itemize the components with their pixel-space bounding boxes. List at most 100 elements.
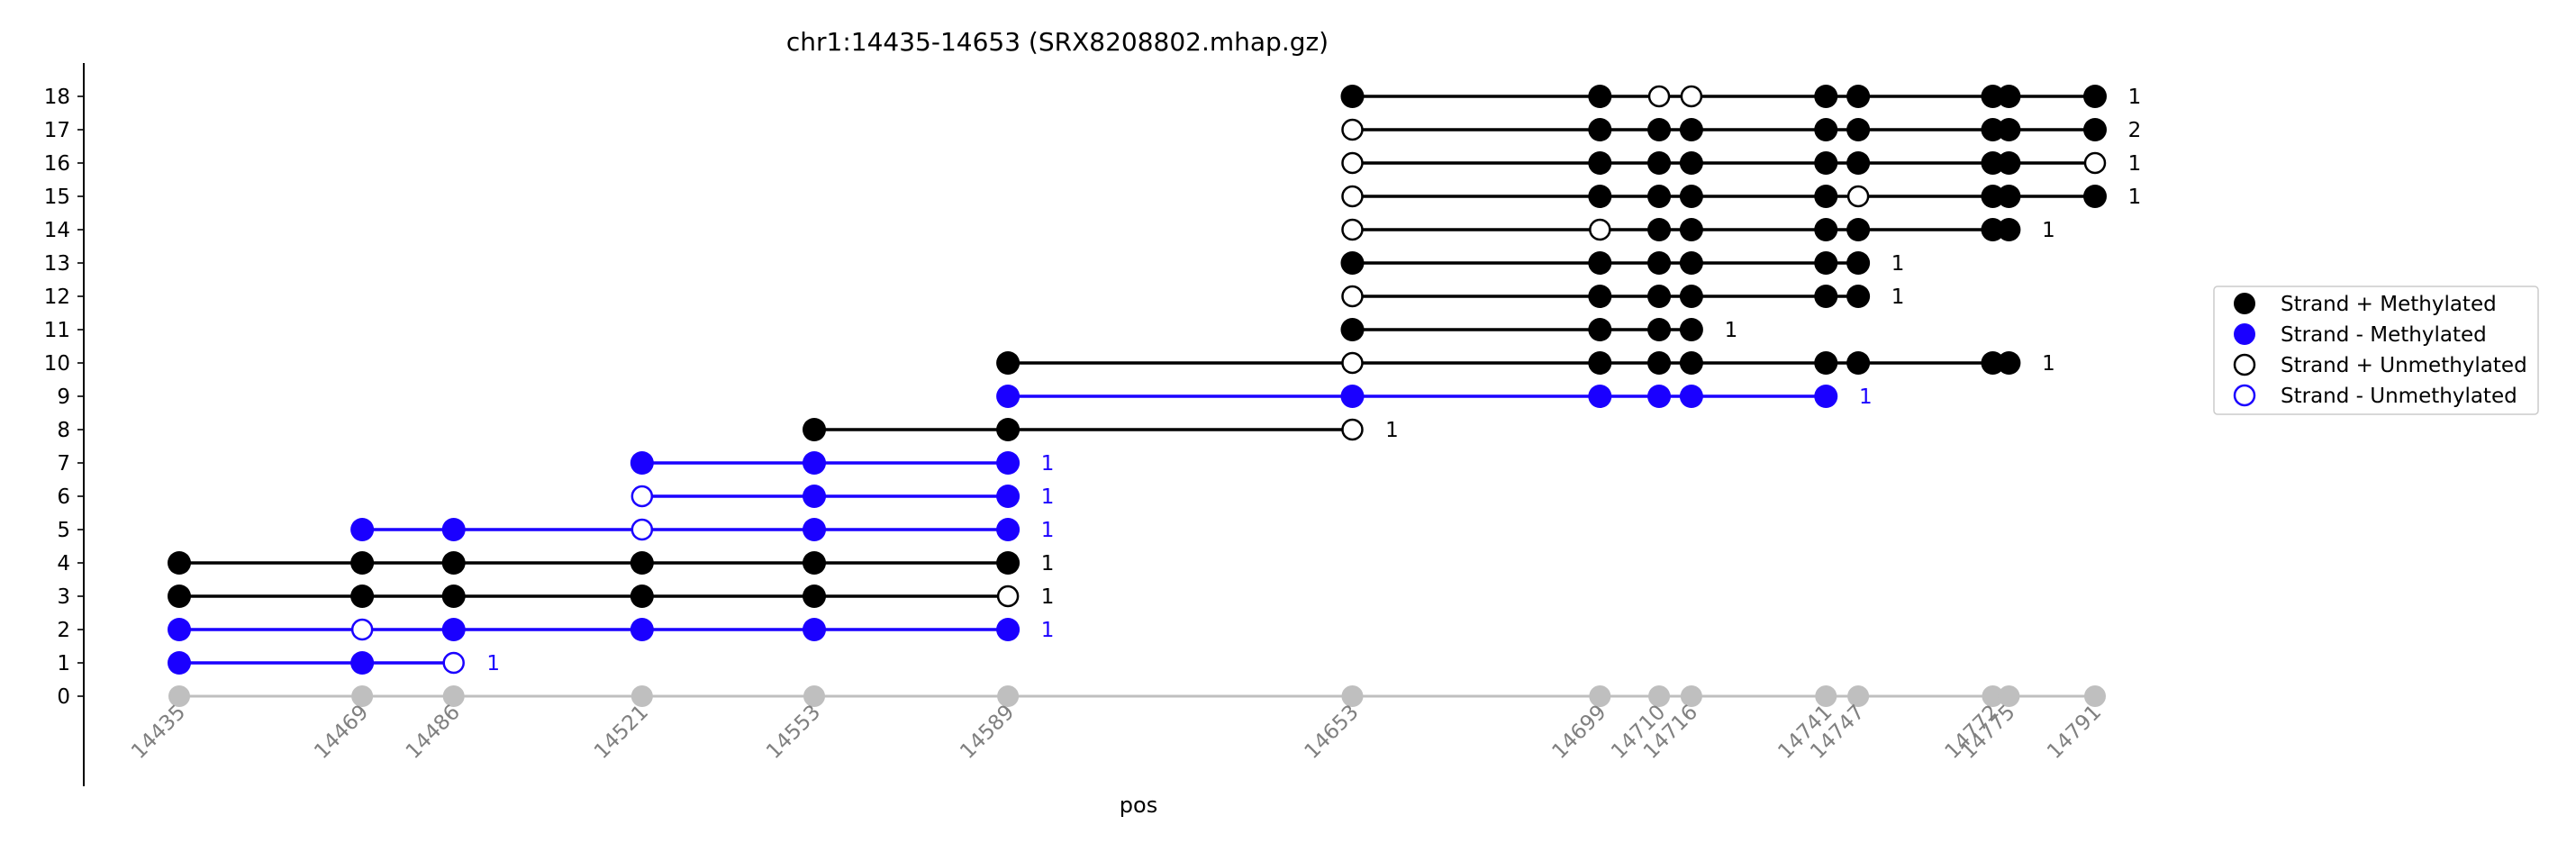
reference-site-marker [997, 685, 1020, 707]
read-row: 1 [168, 618, 1054, 642]
methylated-site-marker [996, 551, 1020, 575]
methylated-site-marker [1647, 251, 1672, 275]
unmethylated-site-marker [1680, 85, 1703, 108]
methylated-site-marker [1588, 351, 1612, 375]
legend-marker [2233, 353, 2256, 376]
unmethylated-site-marker [1846, 185, 1870, 208]
read-count-label: 1 [1891, 252, 1905, 276]
methylated-site-marker [1647, 351, 1672, 375]
unmethylated-site-marker [1341, 185, 1364, 208]
methylated-site-marker [1846, 118, 1871, 141]
y-tick-label: 11 [44, 319, 70, 342]
reference-row [168, 685, 2106, 707]
reference-site-marker [1847, 685, 1870, 707]
reference-site-marker [1680, 685, 1702, 707]
y-tick-label: 5 [57, 519, 70, 542]
methylated-site-marker [1846, 151, 1871, 175]
legend-label: Strand + Methylated [2281, 293, 2497, 316]
y-tick-label: 10 [44, 352, 70, 376]
read-count-label: 1 [1859, 385, 1873, 409]
methylated-site-marker [630, 618, 654, 641]
read-row: 1 [168, 585, 1054, 609]
y-tick-label: 15 [44, 186, 70, 209]
read-row: 1 [350, 518, 1054, 542]
methylated-site-marker [1997, 351, 2021, 375]
methylated-site-marker [1679, 118, 1703, 141]
x-tick-label: 14469 [310, 701, 373, 764]
legend-label: Strand - Methylated [2281, 323, 2487, 347]
read-count-label: 1 [1041, 552, 1055, 576]
reference-site-marker [1648, 685, 1671, 707]
read-row: 1 [1340, 318, 1737, 342]
reference-site-marker [803, 685, 826, 707]
methylated-site-marker [1981, 118, 2005, 141]
y-tick-label: 18 [44, 86, 70, 109]
methylated-site-marker [1679, 251, 1703, 275]
reference-site-marker [1998, 685, 2020, 707]
methylated-site-marker [803, 418, 827, 441]
methylated-site-marker [1588, 151, 1612, 175]
methylated-site-marker [630, 585, 654, 608]
read-count-label: 1 [1725, 319, 1738, 342]
methylated-site-marker [1814, 218, 1838, 241]
read-count-label: 1 [2042, 352, 2055, 376]
unmethylated-site-marker [350, 618, 374, 641]
x-tick-label: 14486 [402, 701, 465, 764]
methylated-site-marker [1981, 85, 2005, 108]
methylated-site-marker [1647, 185, 1672, 208]
read-row: 1 [1341, 151, 2141, 176]
read-count-label: 1 [1041, 485, 1055, 509]
read-row: 1 [1341, 285, 1905, 309]
methylated-site-marker [996, 618, 1020, 641]
read-count-label: 1 [486, 652, 500, 675]
read-count-label: 2 [2128, 119, 2142, 142]
methylated-site-marker [630, 451, 654, 475]
methylated-site-marker [803, 518, 827, 541]
methylated-site-marker [1814, 251, 1838, 275]
read-count-label: 1 [1891, 286, 1905, 309]
methylated-site-marker [1340, 318, 1365, 341]
methylated-site-marker [996, 485, 1020, 508]
unmethylated-site-marker [1341, 151, 1364, 175]
unmethylated-site-marker [630, 485, 654, 508]
x-tick-label: 14521 [590, 701, 653, 764]
methylated-site-marker [1814, 385, 1838, 408]
read-row: 1 [996, 385, 1873, 409]
y-tick-label: 17 [44, 119, 70, 142]
reference-site-marker [1341, 685, 1364, 707]
methylated-site-marker [1340, 385, 1365, 408]
methylated-site-marker [996, 351, 1020, 375]
read-count-label: 1 [1041, 619, 1055, 642]
unmethylated-site-marker [630, 518, 654, 541]
legend-frame [2213, 286, 2539, 415]
legend-marker [2234, 323, 2255, 345]
methylated-site-marker [1588, 285, 1612, 308]
methylated-site-marker [1588, 385, 1612, 408]
read-count-label: 1 [1385, 419, 1399, 442]
read-row: 1 [630, 451, 1055, 476]
methylated-site-marker [2083, 85, 2107, 108]
methylated-site-marker [803, 451, 827, 475]
y-tick-label: 6 [57, 485, 70, 509]
methylated-site-marker [1846, 351, 1871, 375]
read-count-label: 1 [2128, 86, 2142, 109]
unmethylated-site-marker [1341, 118, 1364, 141]
unmethylated-site-marker [1589, 218, 1611, 241]
methylated-site-marker [1679, 185, 1703, 208]
read-row: 1 [1341, 218, 2055, 242]
methylated-site-marker [1588, 185, 1612, 208]
y-tick-label: 4 [57, 552, 70, 576]
methylated-site-marker [1997, 218, 2021, 241]
methylated-site-marker [630, 551, 654, 575]
methylated-site-marker [1647, 118, 1672, 141]
methylated-site-marker [1647, 385, 1672, 408]
methylated-site-marker [1340, 85, 1365, 108]
methylated-site-marker [168, 618, 191, 641]
read-count-label: 1 [1041, 452, 1055, 476]
read-row: 1 [168, 651, 500, 675]
methylated-site-marker [1647, 218, 1672, 241]
x-axis-label: pos [1120, 793, 1157, 818]
methylated-site-marker [1997, 185, 2021, 208]
methylated-site-marker [1814, 185, 1838, 208]
methylated-site-marker [350, 518, 375, 541]
